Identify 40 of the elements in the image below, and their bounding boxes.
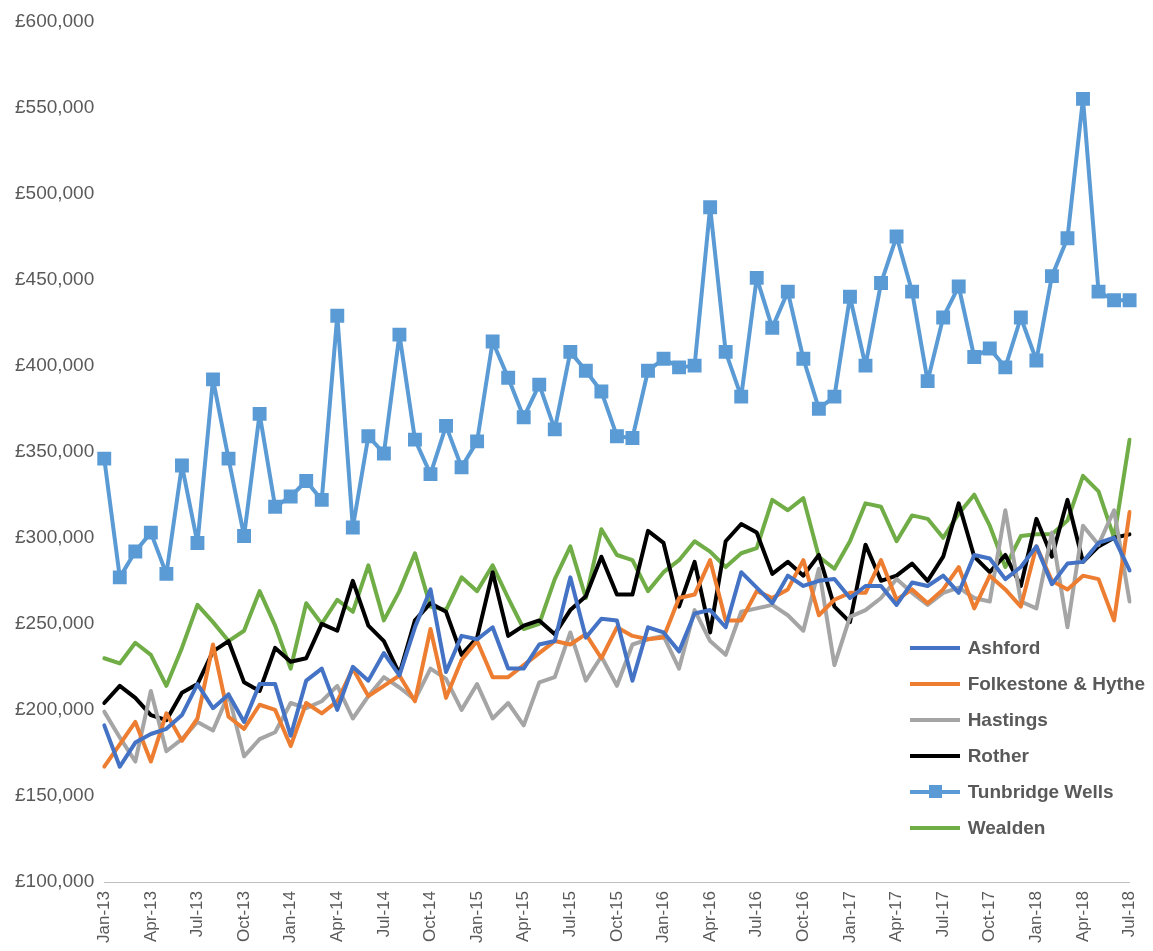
x-tick-label: Apr-18: [1072, 891, 1092, 943]
x-tick-label: Apr-17: [886, 891, 906, 943]
x-tick-label: Jul-17: [932, 891, 952, 938]
x-tick-label: Jan-18: [1026, 891, 1046, 943]
x-tick-label: Oct-17: [979, 891, 999, 943]
y-tick-label: £200,000: [15, 698, 95, 720]
x-tick-label: Apr-14: [326, 891, 346, 943]
x-tick-label: Jul-15: [560, 891, 579, 938]
legend-label: Ashford: [967, 637, 1041, 659]
y-tick-label: £300,000: [15, 526, 95, 548]
x-tick-label: Apr-15: [513, 891, 533, 943]
legend-label: Wealden: [967, 817, 1046, 839]
y-tick-label: £250,000: [15, 612, 95, 634]
x-tick-label: Jul-16: [746, 891, 766, 938]
legend-label: Hastings: [967, 709, 1048, 731]
x-tick-label: Jul-18: [1119, 891, 1139, 938]
x-tick-label: Jan-15: [466, 891, 486, 943]
legend-label: Rother: [967, 745, 1029, 767]
x-tick-label: Apr-13: [140, 891, 160, 943]
y-tick-label: £100,000: [15, 870, 95, 892]
x-tick-label: Oct-16: [793, 891, 813, 943]
y-tick-label: £500,000: [15, 181, 95, 203]
x-tick-label: Oct-14: [420, 891, 440, 943]
x-tick-label: Apr-16: [699, 891, 719, 943]
x-tick-label: Jan-13: [93, 891, 113, 943]
y-tick-label: £550,000: [15, 95, 95, 117]
legend-label: Tunbridge Wells: [967, 781, 1114, 803]
y-tick-label: £150,000: [15, 784, 95, 806]
x-tick-label: Jan-17: [839, 891, 859, 943]
x-tick-label: Jul-13: [187, 891, 207, 938]
y-tick-label: £600,000: [15, 9, 95, 31]
x-tick-label: Jan-16: [653, 891, 673, 943]
x-tick-label: Oct-15: [606, 891, 626, 943]
x-tick-label: Jan-14: [280, 891, 300, 943]
legend-label: Folkestone & Hythe: [967, 673, 1145, 695]
x-tick-label: Jul-14: [373, 891, 393, 938]
x-tick-label: Oct-13: [233, 891, 253, 943]
y-tick-label: £350,000: [15, 439, 95, 461]
y-tick-label: £450,000: [15, 267, 95, 289]
y-tick-label: £400,000: [15, 353, 95, 375]
